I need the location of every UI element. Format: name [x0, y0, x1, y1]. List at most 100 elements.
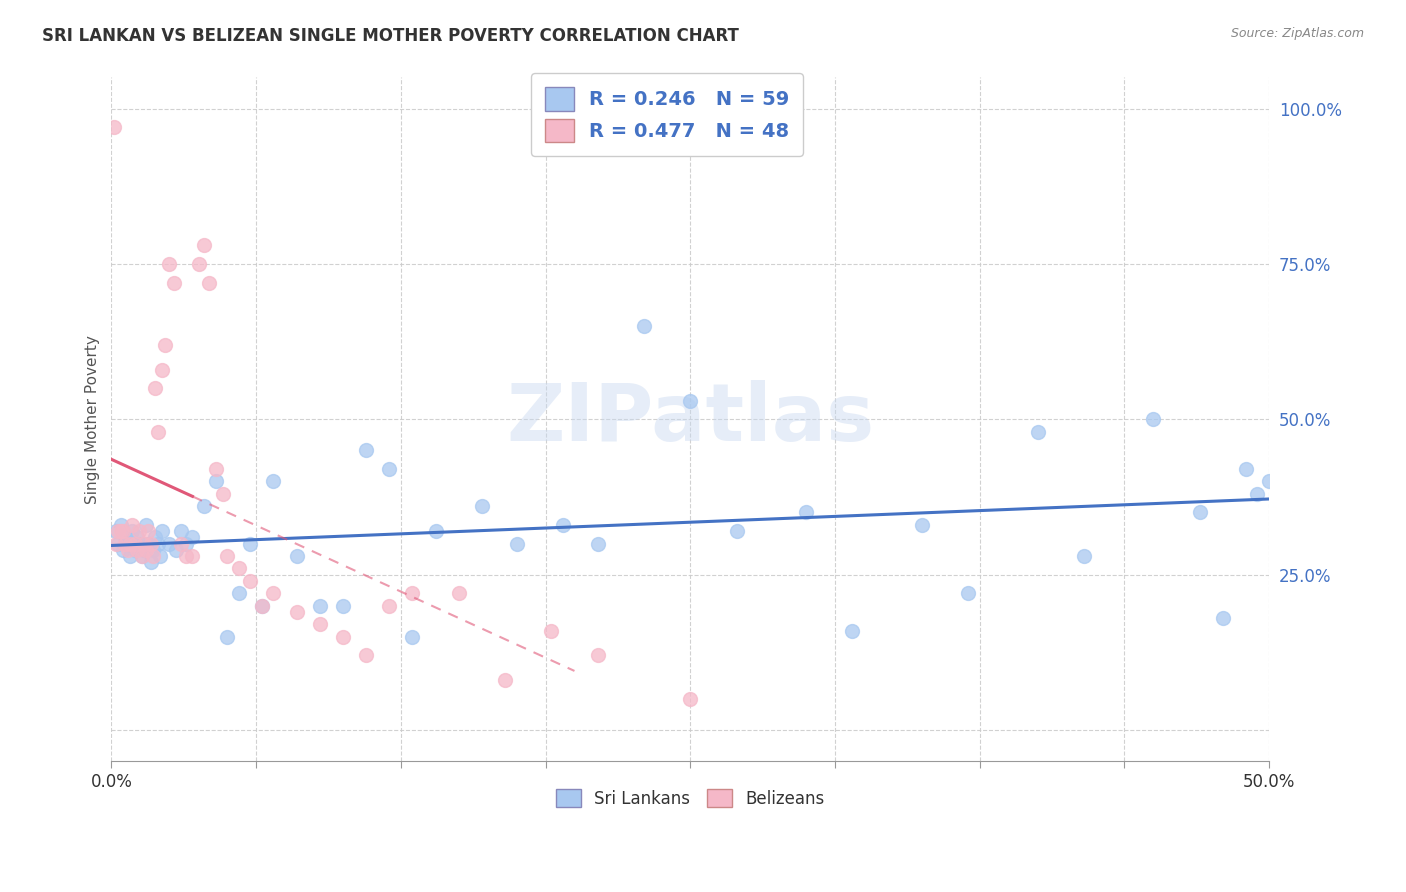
- Point: [105, 536, 128, 550]
- Text: ZIPatlas: ZIPatlas: [506, 380, 875, 458]
- Point: [197, 276, 219, 290]
- Point: [128, 536, 150, 550]
- Point: [308, 599, 330, 613]
- Point: [157, 257, 180, 271]
- Point: [131, 549, 153, 563]
- Point: [128, 524, 150, 538]
- Point: [586, 648, 609, 663]
- Point: [285, 549, 308, 563]
- Point: [125, 542, 148, 557]
- Point: [308, 617, 330, 632]
- Point: [146, 536, 169, 550]
- Point: [170, 524, 193, 538]
- Point: [118, 549, 141, 563]
- Point: [633, 319, 655, 334]
- Point: [145, 381, 167, 395]
- Point: [157, 536, 180, 550]
- Text: SRI LANKAN VS BELIZEAN SINGLE MOTHER POVERTY CORRELATION CHART: SRI LANKAN VS BELIZEAN SINGLE MOTHER POV…: [42, 27, 740, 45]
- Point: [135, 542, 157, 557]
- Point: [540, 624, 562, 638]
- Point: [138, 524, 160, 538]
- Point: [378, 599, 401, 613]
- Point: [135, 517, 157, 532]
- Point: [401, 630, 423, 644]
- Point: [170, 536, 193, 550]
- Point: [121, 524, 143, 538]
- Point: [107, 524, 129, 538]
- Point: [239, 536, 262, 550]
- Point: [505, 536, 527, 550]
- Point: [354, 443, 377, 458]
- Point: [165, 542, 187, 557]
- Point: [1073, 549, 1095, 563]
- Legend: Sri Lankans, Belizeans: Sri Lankans, Belizeans: [550, 783, 831, 814]
- Point: [228, 561, 250, 575]
- Point: [425, 524, 447, 538]
- Point: [263, 475, 285, 489]
- Point: [117, 536, 139, 550]
- Point: [354, 648, 377, 663]
- Point: [174, 549, 197, 563]
- Point: [139, 536, 162, 550]
- Point: [163, 276, 186, 290]
- Point: [794, 506, 817, 520]
- Point: [378, 462, 401, 476]
- Point: [103, 120, 125, 135]
- Point: [285, 605, 308, 619]
- Point: [217, 549, 239, 563]
- Point: [401, 586, 423, 600]
- Point: [188, 257, 211, 271]
- Point: [586, 536, 609, 550]
- Point: [118, 536, 141, 550]
- Y-axis label: Single Mother Poverty: Single Mother Poverty: [86, 334, 100, 504]
- Point: [124, 536, 146, 550]
- Point: [1188, 506, 1211, 520]
- Point: [174, 536, 197, 550]
- Point: [110, 517, 132, 532]
- Point: [1142, 412, 1164, 426]
- Point: [217, 630, 239, 644]
- Point: [957, 586, 980, 600]
- Point: [181, 549, 204, 563]
- Point: [142, 542, 165, 557]
- Point: [153, 337, 176, 351]
- Point: [117, 542, 139, 557]
- Point: [228, 586, 250, 600]
- Point: [679, 393, 702, 408]
- Point: [105, 524, 128, 538]
- Point: [107, 536, 129, 550]
- Point: [121, 517, 143, 532]
- Point: [1212, 611, 1234, 625]
- Point: [139, 555, 162, 569]
- Point: [1026, 425, 1049, 439]
- Point: [679, 692, 702, 706]
- Point: [142, 549, 165, 563]
- Point: [114, 536, 136, 550]
- Point: [150, 362, 173, 376]
- Point: [250, 599, 273, 613]
- Point: [1246, 487, 1268, 501]
- Point: [725, 524, 748, 538]
- Point: [150, 524, 173, 538]
- Point: [911, 517, 934, 532]
- Point: [1234, 462, 1257, 476]
- Point: [494, 673, 516, 688]
- Point: [132, 542, 155, 557]
- Point: [1258, 475, 1281, 489]
- Point: [471, 500, 494, 514]
- Point: [211, 487, 233, 501]
- Point: [138, 536, 160, 550]
- Point: [193, 238, 215, 252]
- Point: [110, 524, 132, 538]
- Point: [111, 524, 134, 538]
- Point: [332, 599, 354, 613]
- Point: [131, 549, 153, 563]
- Point: [447, 586, 470, 600]
- Point: [263, 586, 285, 600]
- Point: [239, 574, 262, 588]
- Point: [181, 530, 204, 544]
- Point: [332, 630, 354, 644]
- Point: [204, 475, 226, 489]
- Point: [250, 599, 273, 613]
- Point: [841, 624, 863, 638]
